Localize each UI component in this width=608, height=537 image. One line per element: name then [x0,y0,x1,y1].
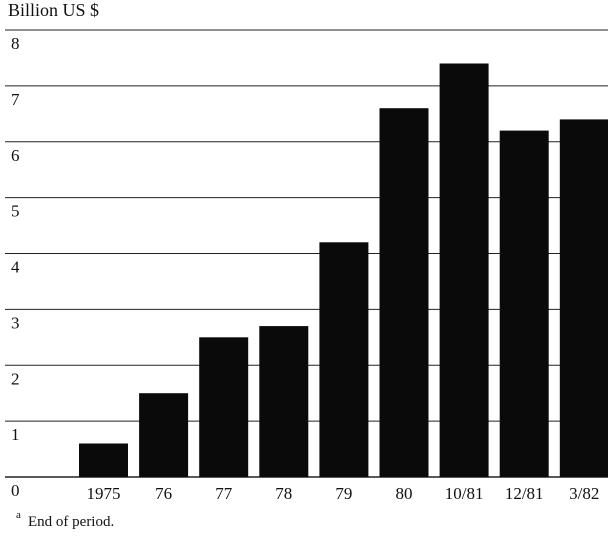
x-tick-label: 78 [275,484,292,503]
footnote-text: End of period. [28,514,114,530]
bar [559,119,608,478]
x-tick-label: 3/82 [569,484,599,503]
y-tick-label: 5 [11,202,20,221]
bar [499,130,549,477]
x-tick-label: 79 [335,484,352,503]
y-axis-label: Billion US $ [8,0,99,20]
footnote: a End of period. [16,509,114,530]
bar [139,393,189,477]
footnote-marker: a [16,509,21,521]
bar [379,108,429,477]
y-tick-labels: 1 2 3 4 5 6 7 8 0 [11,34,20,500]
y-tick-label: 4 [11,258,20,277]
x-tick-label: 1975 [87,484,121,503]
x-tick-label: 77 [215,484,233,503]
bar [439,63,489,477]
y-tick-label: 0 [11,481,20,500]
y-tick-label: 8 [11,34,20,53]
bar [79,443,128,477]
y-tick-label: 6 [11,146,20,165]
bar [259,326,309,477]
bar [319,242,369,477]
bars [79,63,608,478]
x-tick-label: 76 [155,484,172,503]
y-tick-label: 2 [11,369,20,388]
x-tick-label: 80 [396,484,413,503]
x-tick-label: 12/81 [505,484,544,503]
y-tick-label: 1 [11,425,20,444]
y-tick-label: 7 [11,90,20,109]
bar [199,337,249,477]
x-tick-labels: 1975 76 77 78 79 80 10/81 12/81 3/82 [87,484,600,503]
x-tick-label: 10/81 [445,484,484,503]
y-tick-label: 3 [11,313,20,332]
